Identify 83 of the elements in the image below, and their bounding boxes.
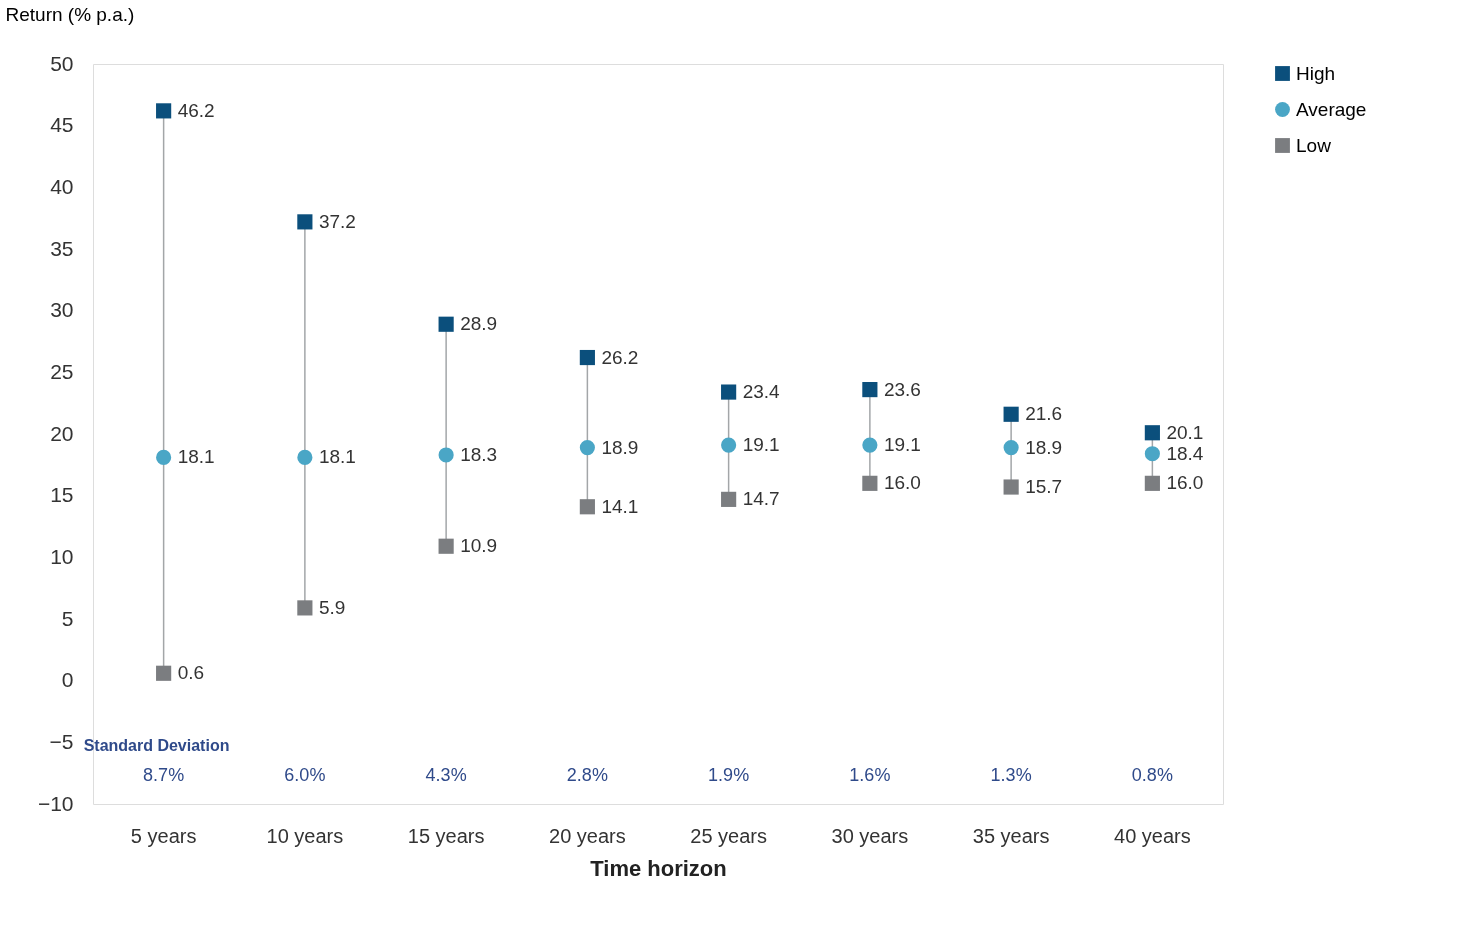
data-label: 20.1 <box>1166 421 1204 443</box>
x-tick-label: 35 years <box>972 824 1050 847</box>
point <box>721 491 737 507</box>
point <box>1003 406 1019 422</box>
y-tick-label: −10 <box>37 791 74 815</box>
x-tick-label: 40 years <box>1114 824 1191 847</box>
annotation: Standard Deviation <box>83 737 230 754</box>
data-label: 37.2 <box>318 210 356 232</box>
point <box>862 475 878 491</box>
annotation: 0.8% <box>1131 765 1173 785</box>
y-axis-title: Return (% p.a.) <box>5 3 135 25</box>
data-label: 19.1 <box>742 434 780 456</box>
data-label: 14.7 <box>742 488 780 510</box>
annotation: 4.3% <box>425 765 467 785</box>
point <box>438 316 454 332</box>
data-label: 16.0 <box>1166 472 1204 494</box>
point <box>721 437 737 453</box>
legend-label: Average <box>1296 98 1367 120</box>
data-label: 14.1 <box>601 495 639 517</box>
data-label: 18.3 <box>460 443 498 465</box>
annotation: 1.9% <box>708 765 750 785</box>
point <box>1003 479 1019 495</box>
y-tick-label: 40 <box>50 174 74 198</box>
data-label: 21.6 <box>1025 403 1063 425</box>
x-tick-label: 30 years <box>831 824 909 847</box>
y-tick-label: −5 <box>49 729 74 753</box>
data-label: 18.1 <box>177 446 215 468</box>
annotation: 1.3% <box>990 765 1032 785</box>
data-label: 23.6 <box>883 378 921 400</box>
annotation: 8.7% <box>143 765 185 785</box>
x-tick-label: 10 years <box>266 824 344 847</box>
y-tick-label: 30 <box>50 298 74 322</box>
data-label: 16.0 <box>883 472 921 494</box>
y-tick-label: 35 <box>50 236 74 260</box>
data-label: 10.9 <box>460 535 498 557</box>
y-tick-label: 25 <box>50 359 74 383</box>
point <box>579 440 595 456</box>
point <box>862 437 878 453</box>
data-label: 18.9 <box>1025 436 1063 458</box>
y-tick-label: 50 <box>50 51 74 75</box>
annotation: 6.0% <box>284 765 326 785</box>
x-tick-label: 5 years <box>130 824 197 847</box>
x-axis-title: Time horizon <box>590 855 727 881</box>
point <box>1144 425 1160 441</box>
data-label: 0.6 <box>177 662 205 684</box>
y-tick-label: 15 <box>50 483 74 507</box>
data-label: 18.1 <box>318 446 356 468</box>
point <box>1144 475 1160 491</box>
data-label: 19.1 <box>883 434 921 456</box>
point <box>1003 440 1019 456</box>
data-label: 28.9 <box>460 313 498 335</box>
point <box>156 665 172 681</box>
annotation: 2.8% <box>566 765 608 785</box>
point <box>862 382 878 398</box>
y-tick-label: 0 <box>61 668 74 692</box>
point <box>579 499 595 515</box>
annotation: 1.6% <box>849 765 891 785</box>
point <box>297 600 313 616</box>
data-label: 15.7 <box>1025 476 1063 498</box>
data-label: 23.4 <box>742 381 781 403</box>
point <box>156 103 172 119</box>
legend-label: High <box>1296 62 1336 84</box>
data-label: 5.9 <box>318 596 346 618</box>
point <box>297 214 313 230</box>
legend-label: Low <box>1296 134 1332 156</box>
data-label: 46.2 <box>177 99 215 121</box>
y-tick-label: 10 <box>50 544 74 568</box>
data-label: 18.9 <box>601 436 639 458</box>
x-tick-label: 25 years <box>690 824 767 847</box>
x-tick-label: 15 years <box>407 824 485 847</box>
y-tick-label: 45 <box>50 113 74 137</box>
point <box>721 384 737 400</box>
point <box>579 349 595 366</box>
point <box>297 449 313 465</box>
y-tick-label: 20 <box>50 421 74 445</box>
point <box>1144 446 1160 462</box>
y-tick-label: 5 <box>61 606 74 630</box>
point <box>156 449 172 465</box>
data-label: 18.4 <box>1166 442 1204 464</box>
point <box>438 447 454 463</box>
data-label: 26.2 <box>601 346 639 368</box>
point <box>438 538 454 554</box>
x-tick-label: 20 years <box>549 824 626 847</box>
